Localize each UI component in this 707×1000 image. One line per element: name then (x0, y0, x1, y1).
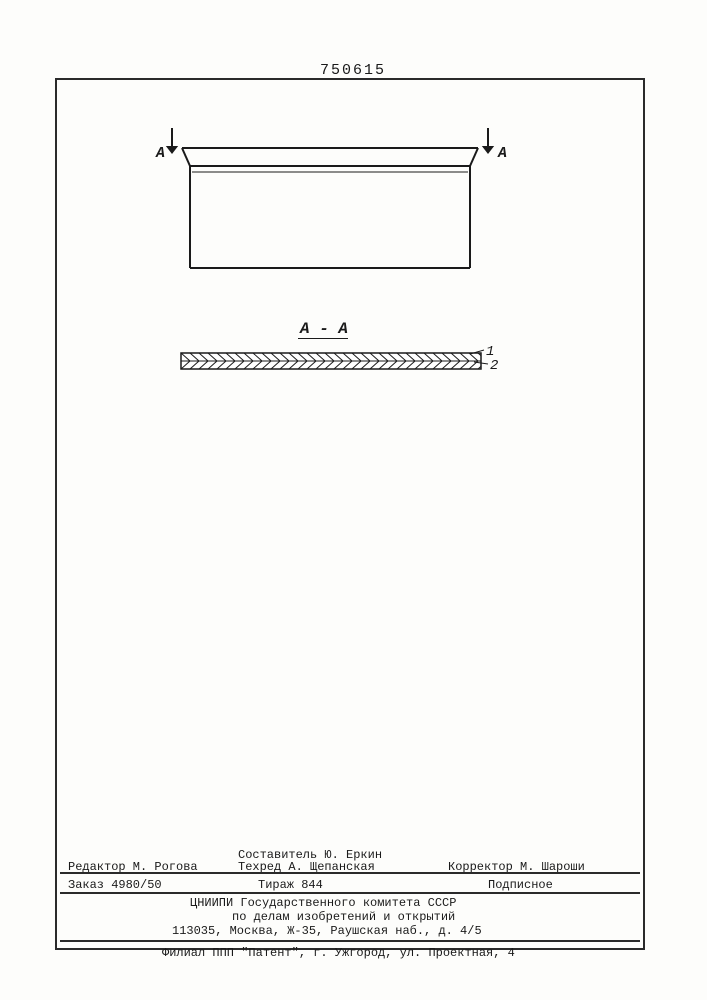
section-arrow-right (476, 128, 500, 160)
section-marker-left-label: А (156, 145, 165, 162)
callout-leaders (470, 344, 500, 374)
footer-branch: Филиал ППП "Патент", г. Ужгород, ул. Про… (162, 946, 515, 960)
footer-rule-3 (60, 940, 640, 942)
section-view-underline (298, 338, 348, 339)
figure-section-bar (180, 352, 484, 372)
footer-tirazh: Тираж 844 (258, 878, 323, 892)
footer-address: 113035, Москва, Ж-35, Раушская наб., д. … (172, 924, 482, 938)
section-view-label: А - А (300, 320, 348, 338)
footer-rule-2 (60, 892, 640, 894)
footer-podpisnoe: Подписное (488, 878, 553, 892)
page: 750615 А А А - А 1 2 Составитель Ю. Ерки… (0, 0, 707, 1000)
footer-org-1: ЦНИИПИ Государственного комитета СССР (190, 896, 456, 910)
document-number: 750615 (320, 62, 386, 79)
footer-org-2: по делам изобретений и открытий (232, 910, 455, 924)
footer-rule-1 (60, 872, 640, 874)
section-marker-right-label: А (498, 145, 507, 162)
footer-order: Заказ 4980/50 (68, 878, 162, 892)
figure-main-view (160, 130, 520, 300)
